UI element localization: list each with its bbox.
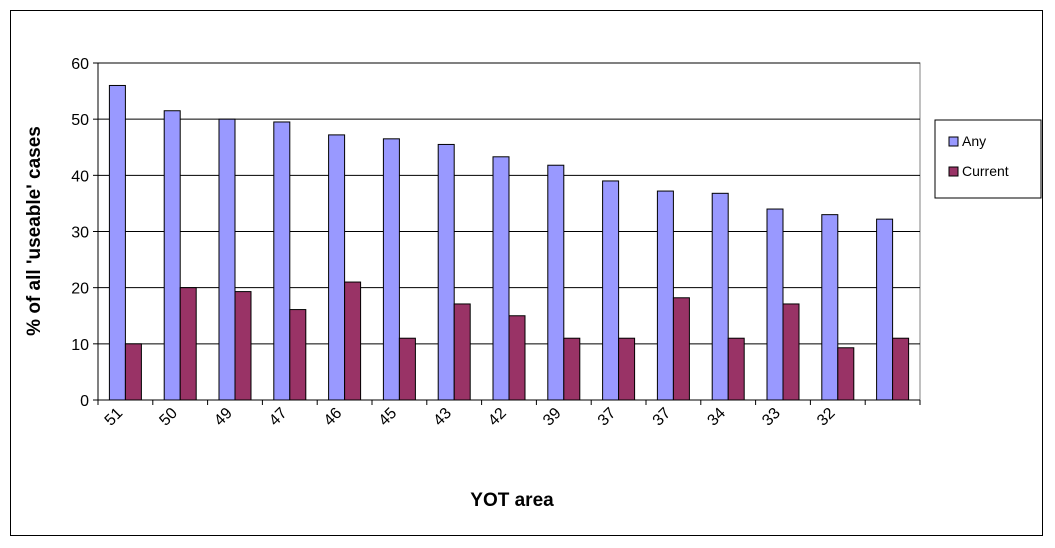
- legend-swatch-any: [948, 136, 959, 147]
- x-tick-label: 34: [704, 405, 729, 430]
- y-tick-label: 10: [71, 337, 89, 354]
- bar-current: [234, 291, 252, 401]
- bar-current: [892, 337, 910, 401]
- bar-current: [344, 281, 362, 401]
- y-tick-label: 30: [71, 225, 89, 242]
- bar-current: [289, 309, 307, 401]
- y-axis-title: % of all 'useable' cases: [24, 126, 45, 336]
- y-tick-label: 60: [71, 56, 89, 73]
- legend: Any Current: [934, 119, 1042, 199]
- bar-current: [179, 287, 197, 401]
- bar-any: [328, 134, 346, 401]
- x-tick-label: 37: [650, 405, 675, 430]
- y-tick-label: 20: [71, 281, 89, 298]
- x-tick-label: 50: [156, 405, 181, 430]
- bar-any: [656, 190, 674, 401]
- bar-current: [782, 303, 800, 401]
- bar-any: [602, 180, 620, 401]
- bar-any: [437, 143, 455, 401]
- x-tick-label: 47: [266, 405, 291, 430]
- bar-any: [218, 118, 236, 401]
- bar-current: [563, 337, 581, 401]
- bar-any: [821, 214, 839, 401]
- bar-current: [124, 343, 142, 401]
- x-tick-label: 45: [376, 405, 401, 430]
- x-axis-title: YOT area: [470, 490, 554, 511]
- bar-current: [618, 337, 636, 401]
- x-tick-label: 46: [321, 405, 346, 430]
- bar-any: [766, 208, 784, 401]
- y-tick-label: 50: [71, 112, 89, 129]
- bar-current: [672, 297, 690, 401]
- x-tick-label: 39: [540, 405, 565, 430]
- y-tick-label: 40: [71, 168, 89, 185]
- legend-label-any: Any: [962, 133, 986, 149]
- bar-any: [108, 84, 126, 401]
- bar-current: [727, 337, 745, 401]
- bar-current: [508, 315, 526, 401]
- bar-any: [273, 121, 291, 401]
- bars: [108, 84, 910, 401]
- bar-any: [382, 138, 400, 401]
- bar-current: [453, 303, 471, 401]
- bar-any: [876, 218, 894, 401]
- x-tick-label: 33: [759, 405, 784, 430]
- legend-swatch-current: [948, 166, 959, 177]
- x-tick-label: 37: [595, 405, 620, 430]
- legend-label-current: Current: [962, 163, 1009, 179]
- x-tick-label: 49: [211, 405, 236, 430]
- bar-any: [711, 192, 729, 401]
- bar-current: [837, 347, 855, 401]
- x-tick-label: 32: [814, 405, 839, 430]
- x-tick-label: 51: [102, 405, 127, 430]
- legend-box: [934, 119, 1042, 199]
- y-tick-label: 0: [80, 393, 89, 410]
- x-tick-label: 42: [485, 405, 510, 430]
- bar-any: [547, 164, 565, 401]
- x-tick-label: 43: [430, 405, 455, 430]
- bar-current: [398, 337, 416, 401]
- bar-any: [492, 156, 510, 401]
- bar-any: [163, 110, 181, 401]
